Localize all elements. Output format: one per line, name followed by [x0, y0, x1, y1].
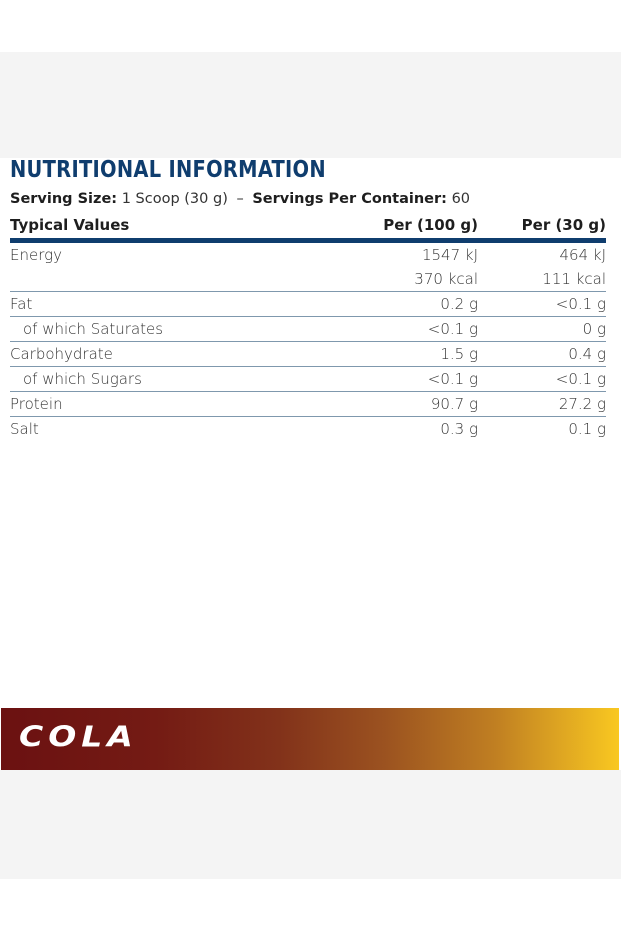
row-label: Protein	[10, 391, 382, 417]
row-per100: <0.1 g	[382, 316, 478, 342]
flavor-label: COLA	[19, 720, 138, 754]
row-per100: 0.2 g	[382, 291, 478, 317]
row-per100: 370 kcal	[382, 267, 478, 292]
table-header-row: Typical Values Per (100 g) Per (30 g)	[10, 211, 606, 243]
row-per30: 27.2 g	[478, 391, 606, 417]
servings-per-container-value: 60	[451, 191, 471, 207]
serving-info: Serving Size: 1 Scoop (30 g) – Servings …	[10, 187, 606, 211]
table-row-energy-kj: Energy 1547 kJ 464 kJ	[10, 241, 606, 268]
serving-separator: –	[236, 191, 244, 207]
row-label: Carbohydrate	[10, 341, 382, 367]
row-per30: 0.4 g	[478, 341, 606, 367]
row-per30: 0 g	[478, 316, 606, 342]
top-gray-panel	[0, 52, 621, 158]
table-row-protein: Protein 90.7 g 27.2 g	[10, 391, 606, 417]
header-per-100g: Per (100 g)	[382, 211, 478, 243]
header-typical-values: Typical Values	[10, 211, 382, 243]
serving-size-value: 1 Scoop (30 g)	[121, 191, 228, 207]
serving-size-label: Serving Size:	[10, 191, 118, 207]
bottom-gray-panel	[0, 770, 621, 879]
row-label	[10, 267, 382, 292]
row-per30: 464 kJ	[559, 246, 606, 264]
table-row-energy-kcal: 370 kcal 111 kcal	[10, 267, 606, 292]
row-per100: 1.5 g	[382, 341, 478, 367]
row-label: Energy	[10, 246, 62, 264]
row-per30: 0.1 g	[568, 420, 606, 438]
servings-per-container-label: Servings Per Container:	[252, 191, 447, 207]
row-per30: <0.1 g	[478, 366, 606, 392]
row-label: of which Sugars	[10, 366, 382, 392]
table-row-salt: Salt 0.3 g 0.1 g	[10, 417, 606, 442]
nutrition-table: Typical Values Per (100 g) Per (30 g) En…	[10, 211, 606, 441]
table-row-saturates: of which Saturates <0.1 g 0 g	[10, 316, 606, 342]
header-per-30g: Per (30 g)	[478, 211, 606, 243]
table-row-fat: Fat 0.2 g <0.1 g	[10, 291, 606, 317]
row-per30: <0.1 g	[478, 291, 606, 317]
row-label: Salt	[10, 420, 39, 438]
row-label: of which Saturates	[10, 316, 382, 342]
table-row-carbohydrate: Carbohydrate 1.5 g 0.4 g	[10, 341, 606, 367]
nutrition-panel: NUTRITIONAL INFORMATION Serving Size: 1 …	[10, 157, 606, 441]
row-per100: 1547 kJ	[421, 246, 478, 264]
row-per100: 0.3 g	[440, 420, 478, 438]
row-per100: 90.7 g	[382, 391, 478, 417]
row-per30: 111 kcal	[478, 267, 606, 292]
flavor-banner: COLA	[1, 708, 619, 771]
row-per100: <0.1 g	[382, 366, 478, 392]
nutrition-title: NUTRITIONAL INFORMATION	[10, 157, 326, 183]
row-label: Fat	[10, 291, 382, 317]
table-row-sugars: of which Sugars <0.1 g <0.1 g	[10, 366, 606, 392]
